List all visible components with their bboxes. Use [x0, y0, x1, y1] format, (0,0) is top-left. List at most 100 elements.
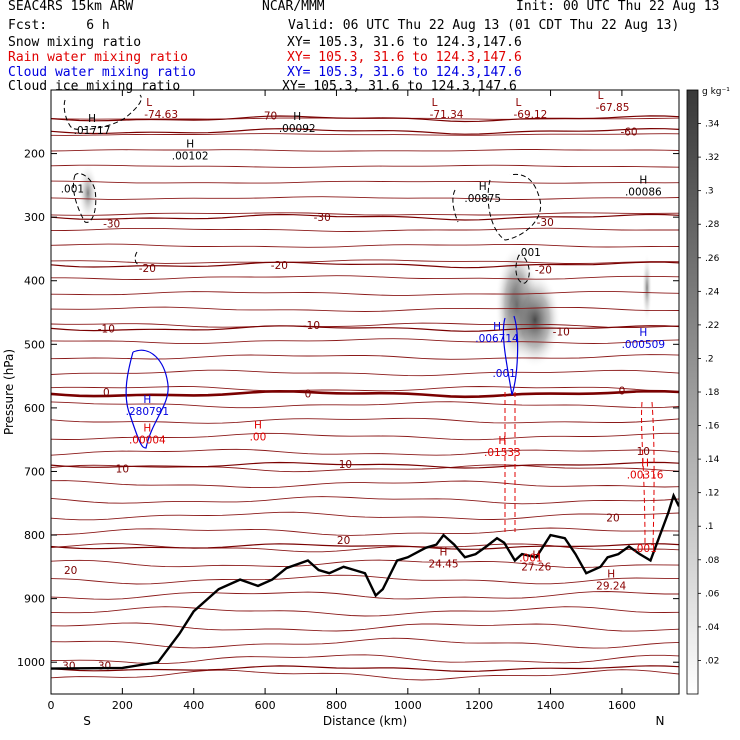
cloudwater-contour [125, 349, 169, 449]
isotherm-line [51, 227, 679, 232]
colorbar-tick-label: .06 [705, 589, 720, 599]
extreme-value: .00004 [129, 435, 166, 447]
init-time: Init: 00 UTC Thu 22 Aug 13 [516, 0, 720, 14]
shade-blob [642, 253, 652, 323]
ice-contour [72, 173, 97, 223]
colorbar-tick-label: .24 [705, 287, 720, 297]
extreme-value: 27.26 [521, 562, 551, 574]
org-label: NCAR/MMM [262, 0, 325, 14]
extreme-letter: H [143, 394, 151, 406]
contour-label: .001 [61, 184, 84, 196]
extreme-letter: H [607, 569, 615, 581]
rain-contour [504, 392, 516, 532]
y-tick-label: 400 [24, 275, 45, 288]
contour-label: .001 [492, 368, 515, 380]
isotherm-line [51, 654, 679, 665]
x-end-right-label: N [656, 714, 665, 728]
x-tick-label: 600 [255, 699, 276, 712]
isotherm-line [51, 306, 679, 312]
isotherm-line [51, 432, 679, 441]
colorbar-tick-label: .34 [705, 120, 720, 130]
isotherm-line [51, 591, 679, 600]
isotherm-line [51, 180, 679, 184]
isotherm-line [51, 543, 679, 553]
extreme-letter: H [186, 138, 194, 150]
extreme-markers: L-74.63L-71.34L-69.12L-67.85H.01717H.000… [61, 90, 665, 593]
colorbar-tick-label: .2 [705, 354, 714, 364]
x-tick-label: 0 [48, 699, 55, 712]
isotherm-label: -30 [314, 212, 331, 224]
valid-time: Valid: 06 UTC Thu 22 Aug 13 (01 CDT Thu … [288, 18, 680, 33]
y-tick-label: 900 [24, 593, 45, 606]
isotherm-line [51, 559, 679, 569]
isotherm-label: 10 [637, 446, 650, 458]
colorbar-tick-label: .28 [705, 220, 720, 230]
extreme-letter: L [432, 97, 438, 109]
x-tick-label: 1400 [537, 699, 565, 712]
isotherm-label: -10 [303, 320, 320, 332]
isotherm-label: 0 [103, 387, 110, 399]
isotherm-0 [51, 389, 679, 399]
ice-shading [78, 163, 652, 368]
shade-blob [78, 163, 98, 223]
plot-frame [50, 89, 680, 695]
extreme-value: .006714 [475, 333, 519, 345]
isotherm-label: 30 [62, 660, 75, 672]
colorbar-unit: g kg⁻¹ [702, 87, 730, 97]
isotherm-line [51, 196, 679, 200]
isotherm-line [51, 669, 679, 681]
isotherm-line [51, 275, 679, 280]
isotherm-30 [51, 665, 679, 673]
colorbar-tick-label: .26 [705, 254, 720, 264]
isotherm--60 [51, 127, 679, 135]
extreme-value: .280791 [126, 406, 169, 418]
y-tick-label: 1000 [17, 656, 45, 669]
x-end-left-label: S [83, 714, 91, 728]
y-tick-label: 300 [24, 211, 45, 224]
isotherm--20 [51, 261, 679, 269]
colorbar-tick-label: .08 [705, 556, 720, 566]
ice-contour [515, 254, 530, 284]
rain-contour [641, 401, 655, 546]
isotherm-label: -30 [103, 219, 120, 231]
extreme-value: .00086 [625, 187, 662, 199]
extreme-letter: L [146, 97, 152, 109]
extreme-letter: H [498, 435, 506, 447]
isotherm-label: -30 [537, 217, 554, 229]
extreme-letter: H [440, 546, 448, 558]
extreme-value: 29.24 [596, 581, 626, 593]
isotherm-label: 20 [606, 512, 619, 524]
extreme-value: -74.63 [144, 109, 178, 121]
isotherm-line [51, 606, 679, 617]
isotherm-label: 20 [64, 565, 77, 577]
isotherm-label: 0 [305, 388, 312, 400]
isotherm-line [51, 354, 679, 360]
contour-label: .001 [517, 247, 540, 259]
isotherm-line [51, 164, 679, 168]
field-rain-xy: XY= 105.3, 31.6 to 124.3,147.6 [287, 50, 522, 65]
ice-contour [134, 251, 141, 265]
isotherm-label: -20 [139, 263, 156, 275]
colorbar-tick-label: .02 [705, 656, 719, 666]
isotherm-label: 30 [98, 660, 111, 672]
shade-blob [509, 272, 561, 368]
colorbar-tick-label: .18 [705, 388, 720, 398]
extreme-letter: H [639, 175, 647, 187]
axes: 0 200 400 600 800 1000 1200 1400 160020030040050… [17, 90, 679, 712]
colorbar-tick-label: .04 [705, 623, 720, 633]
terrain-line [51, 492, 679, 670]
x-tick-label: 1600 [608, 699, 636, 712]
extreme-letter: H [479, 181, 487, 193]
ice-contour [452, 189, 459, 223]
colorbar-tick-label: .16 [705, 422, 720, 432]
isotherm-label: 20 [337, 535, 350, 547]
isotherm-label: -10 [553, 327, 570, 339]
extreme-letter: H [639, 327, 647, 339]
ice-contour [487, 173, 542, 241]
snow-contour [63, 94, 142, 131]
isotherm-label: -10 [98, 323, 115, 335]
extreme-value: -69.12 [514, 109, 548, 121]
cloudwater-contour [502, 315, 519, 396]
y-tick-label: 600 [24, 402, 45, 415]
